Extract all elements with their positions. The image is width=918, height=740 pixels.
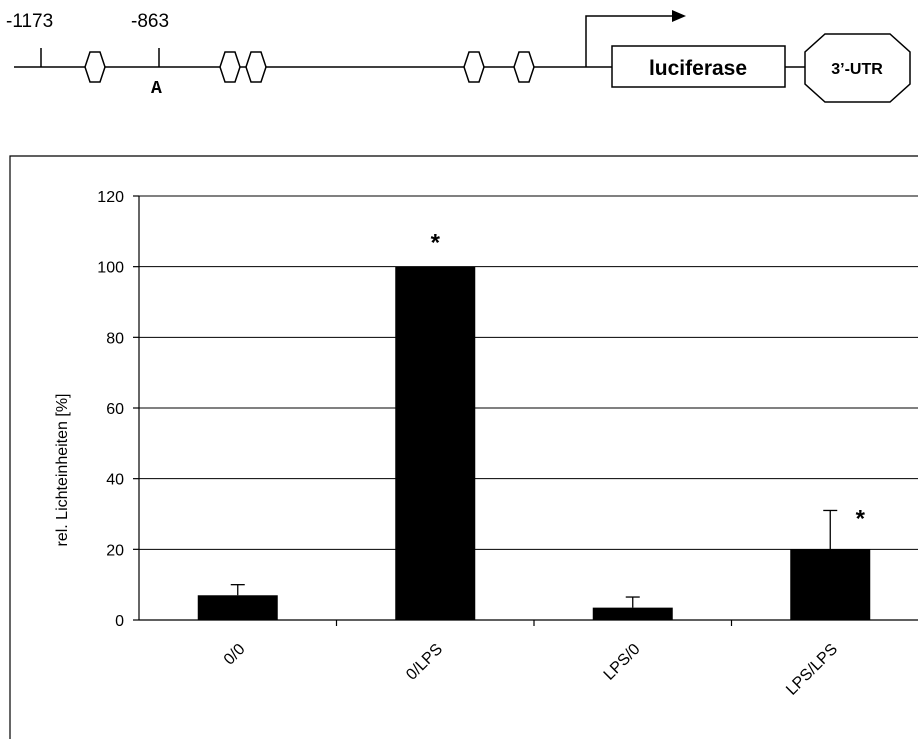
y-tick-label: 120 bbox=[97, 189, 124, 206]
chart-frame bbox=[9, 155, 918, 739]
x-tick-labels: 0/0 0/LPS LPS/0 LPS/LPS bbox=[221, 641, 841, 699]
x-tick-label: 0/LPS bbox=[403, 641, 446, 684]
binding-site-hexagon bbox=[219, 51, 241, 83]
y-tick-label: 60 bbox=[106, 401, 124, 418]
y-tick-label: 20 bbox=[106, 542, 124, 559]
axes bbox=[133, 195, 918, 626]
gridlines bbox=[139, 195, 918, 550]
bars bbox=[197, 266, 871, 620]
transcription-start-arrow bbox=[585, 15, 674, 67]
binding-site-hexagon bbox=[84, 51, 106, 83]
utr-octagon bbox=[804, 33, 911, 103]
y-tick-label: 100 bbox=[97, 260, 124, 277]
y-tick-label: 80 bbox=[106, 330, 124, 347]
binding-site-hexagon bbox=[513, 51, 535, 83]
position-label-863: -863 bbox=[131, 11, 169, 32]
mutation-label: A bbox=[151, 79, 162, 99]
bar bbox=[592, 607, 673, 620]
utr-label: 3’-UTR bbox=[831, 61, 883, 78]
y-tick-labels: 0 20 40 60 80 100 120 bbox=[97, 189, 124, 630]
position-label-1173: -1173 bbox=[6, 11, 53, 32]
x-tick-label: LPS/LPS bbox=[783, 641, 841, 699]
binding-site-hexagon bbox=[463, 51, 485, 83]
binding-site-elements bbox=[84, 51, 535, 83]
x-tick-label: LPS/0 bbox=[601, 641, 644, 684]
luciferase-label: luciferase bbox=[649, 57, 747, 80]
bar bbox=[395, 266, 476, 620]
y-tick-label: 0 bbox=[115, 613, 124, 630]
bar bbox=[790, 549, 871, 620]
luciferase-box bbox=[611, 45, 786, 88]
y-tick-label: 40 bbox=[106, 472, 124, 489]
bar bbox=[197, 595, 278, 620]
y-axis-label: rel. Lichteinheiten [%] bbox=[54, 394, 71, 547]
significance-asterisk: * bbox=[431, 230, 441, 257]
binding-site-hexagon bbox=[245, 51, 267, 83]
significance-marks: ** bbox=[431, 230, 866, 533]
significance-asterisk: * bbox=[856, 505, 866, 532]
promoter-construct-diagram: -1173 -863 A luciferase 3’-UTR bbox=[6, 10, 911, 103]
x-tick-label: 0/0 bbox=[221, 641, 249, 669]
transcription-start-arrowhead bbox=[672, 10, 686, 22]
